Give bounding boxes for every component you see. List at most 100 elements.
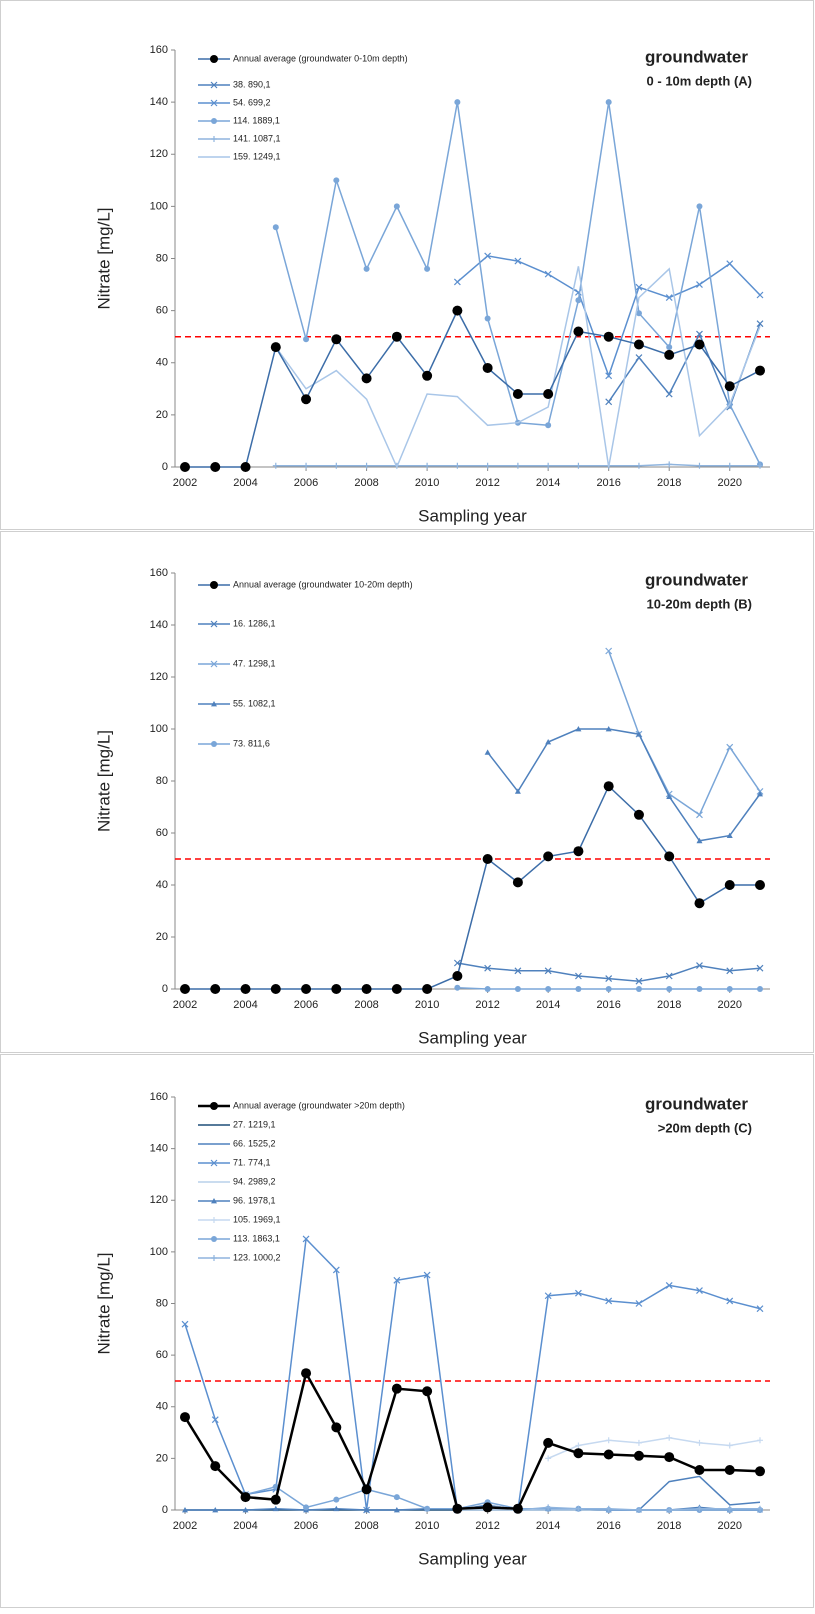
point (545, 1455, 552, 1462)
point (303, 1504, 310, 1511)
point (726, 462, 733, 469)
legend-marker (211, 701, 217, 707)
point (545, 739, 552, 745)
point (391, 984, 402, 994)
series-line (275, 266, 761, 469)
point (696, 330, 703, 338)
point (212, 1507, 219, 1513)
y-tick-label: 0 (162, 983, 168, 995)
point (724, 1464, 735, 1475)
legend-marker (211, 1198, 217, 1204)
point (270, 984, 281, 994)
point (756, 1305, 764, 1313)
y-tick-label: 120 (150, 671, 168, 683)
legend-marker (210, 581, 218, 589)
y-tick-label: 120 (150, 1194, 168, 1206)
chart-title: groundwater (645, 1094, 748, 1113)
point (605, 398, 613, 406)
x-tick-label: 2020 (717, 477, 741, 489)
point (635, 462, 642, 469)
point (240, 462, 251, 472)
point (696, 1287, 703, 1295)
legend-label: 123. 1000,2 (233, 1252, 281, 1262)
point (393, 1276, 401, 1284)
point (726, 986, 733, 992)
x-tick-label: 2014 (536, 999, 560, 1011)
point (331, 1422, 342, 1433)
y-axis-label: Nitrate [mg/L] (94, 1252, 113, 1354)
point (454, 462, 461, 469)
point (484, 749, 491, 755)
point (333, 1505, 340, 1512)
x-tick-label: 2004 (233, 477, 257, 489)
point (333, 1496, 340, 1503)
point (514, 257, 522, 265)
legend-label: 73. 811,6 (233, 738, 270, 748)
x-tick-label: 2006 (294, 477, 318, 489)
x-tick-label: 2006 (294, 999, 318, 1011)
point (605, 372, 613, 380)
point (272, 1505, 279, 1512)
point (544, 270, 552, 278)
point (635, 1300, 643, 1307)
point (272, 224, 279, 231)
legend-label: 114. 1889,1 (233, 115, 280, 125)
y-tick-label: 160 (150, 44, 168, 56)
point (482, 362, 493, 373)
point (757, 462, 763, 469)
point (575, 1442, 582, 1449)
point (756, 320, 764, 328)
point (756, 964, 764, 972)
y-tick-label: 160 (150, 1091, 168, 1103)
point (664, 1452, 675, 1463)
point (665, 294, 673, 302)
series-line (456, 255, 761, 379)
point (484, 252, 492, 260)
point (635, 283, 643, 291)
chart-title: groundwater (645, 570, 748, 589)
point (543, 851, 554, 862)
x-tick-label: 2014 (536, 1520, 560, 1532)
x-tick-label: 2018 (657, 1520, 681, 1532)
x-tick-label: 2008 (354, 999, 378, 1011)
point (393, 1507, 400, 1513)
point (424, 265, 431, 272)
point (423, 1271, 431, 1279)
series-line (638, 1475, 761, 1511)
point (633, 339, 644, 350)
y-axis-label: Nitrate [mg/L] (94, 207, 113, 309)
point (242, 1507, 249, 1513)
point (757, 1505, 763, 1512)
point (635, 977, 643, 985)
panel-frame (0, 531, 814, 1053)
point (633, 1450, 644, 1461)
legend-marker (210, 620, 218, 628)
point (635, 354, 643, 361)
point (665, 972, 673, 980)
point (512, 877, 523, 888)
x-tick-label: 2020 (717, 999, 741, 1011)
point (301, 1368, 312, 1379)
point (694, 339, 705, 350)
point (240, 1492, 251, 1503)
point (635, 310, 642, 317)
point (755, 880, 765, 890)
x-tick-label: 2010 (415, 1520, 439, 1532)
point (482, 1502, 493, 1513)
point (393, 203, 400, 210)
x-tick-label: 2002 (173, 999, 197, 1011)
y-tick-label: 0 (162, 1504, 168, 1516)
point (696, 1439, 703, 1446)
point (755, 365, 765, 376)
point (301, 984, 312, 994)
point (484, 315, 491, 322)
legend-label: 47. 1298,1 (233, 658, 276, 668)
series-line (607, 650, 761, 816)
point (270, 342, 281, 353)
series-line (185, 784, 760, 990)
point (666, 793, 673, 799)
x-axis-label: Sampling year (418, 1028, 527, 1047)
point (605, 1437, 612, 1444)
point (575, 726, 582, 732)
point (756, 291, 764, 299)
